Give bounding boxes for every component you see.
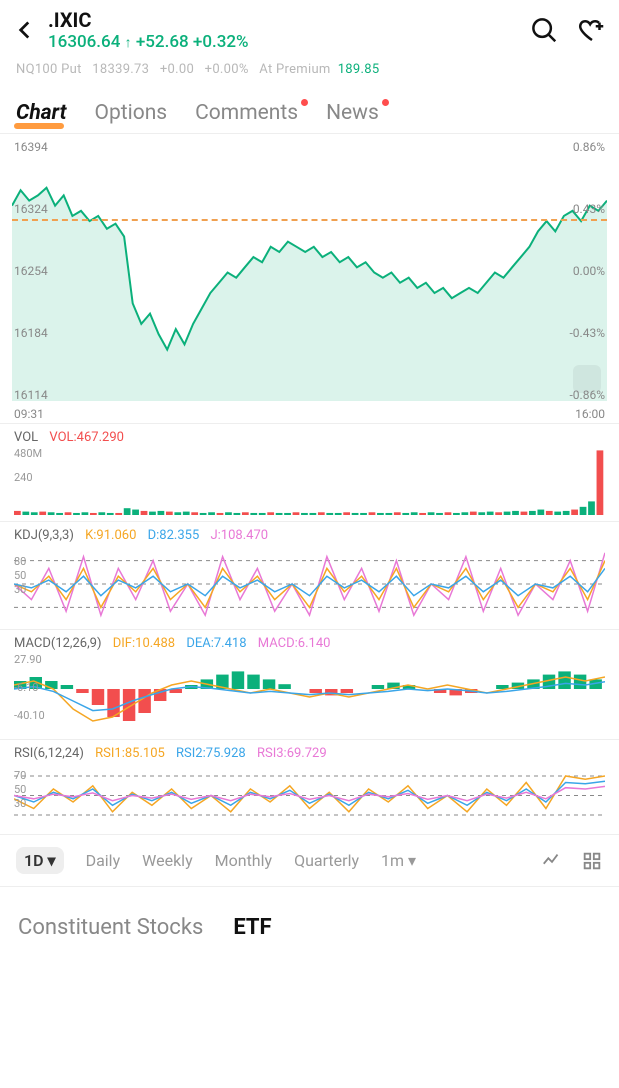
- volume-chart: 480M 240: [14, 447, 605, 515]
- rsi-3: RSI3:69.729: [257, 746, 327, 761]
- price-chart[interactable]: 16394 16324 16254 16184 16114 0.86% 0.43% 0.00%…: [0, 134, 619, 424]
- rsi-labels: RSI(6,12,24) RSI1:85.105 RSI2:75.928 RSI…: [14, 746, 605, 761]
- kdj-labels: KDJ(9,3,3) K:91.060 D:82.355 J:108.470: [14, 528, 605, 543]
- kdj-y-tick: 30: [14, 583, 26, 596]
- timeframe-bar: 1D ▾ Daily Weekly Monthly Quarterly 1m ▾: [0, 835, 619, 887]
- rsi-y-tick: 50: [14, 783, 26, 796]
- y-axis-left-label: 16324: [14, 202, 48, 216]
- x-axis-label: 09:31: [14, 407, 44, 421]
- vol-value-label: VOL:467.290: [49, 430, 124, 445]
- prev-close-line: [12, 219, 607, 221]
- tab-news-label: News: [326, 101, 379, 125]
- tf-icons: [541, 850, 603, 872]
- macd-dif: DIF:10.488: [113, 636, 175, 651]
- price-value: 16306.64: [48, 32, 120, 52]
- tf-monthly-button[interactable]: Monthly: [215, 851, 272, 870]
- y-axis-right-label: -0.86%: [569, 388, 605, 402]
- sub-chg-pct: +0.00%: [205, 62, 249, 77]
- tab-news[interactable]: News: [326, 101, 379, 125]
- chart-type-icon[interactable]: [541, 850, 563, 872]
- kdj-k: K:91.060: [85, 528, 136, 543]
- macd-label: MACD(12,26,9): [14, 636, 102, 651]
- kdj-y-tick: 50: [14, 569, 26, 582]
- tab-constituent-stocks[interactable]: Constituent Stocks: [18, 915, 203, 940]
- y-axis-left-label: 16394: [14, 140, 48, 154]
- tf-1d-button[interactable]: 1D ▾: [16, 847, 64, 874]
- rsi-1: RSI1:85.105: [95, 746, 165, 761]
- price-chart-area: [12, 144, 607, 401]
- kdj-y-tick: 80: [14, 555, 26, 568]
- y-axis-right-label: 0.43%: [573, 202, 605, 216]
- y-axis-left-label: 16254: [14, 264, 48, 278]
- sub-label: NQ100 Put: [16, 62, 82, 77]
- macd-panel[interactable]: MACD(12,26,9) DIF:10.488 DEA:7.418 MACD:…: [0, 630, 619, 740]
- ticker-symbol: .IXIC: [48, 8, 529, 32]
- ticker-block: .IXIC 16306.64 ↑ +52.68 +0.32%: [48, 8, 529, 52]
- rsi-label: RSI(6,12,24): [14, 746, 84, 761]
- tab-options[interactable]: Options: [95, 101, 168, 125]
- y-axis-left-label: 16184: [14, 326, 48, 340]
- tab-etf[interactable]: ETF: [233, 915, 271, 940]
- tab-comments[interactable]: Comments: [195, 101, 298, 125]
- kdj-d: D:82.355: [148, 528, 200, 543]
- macd-labels: MACD(12,26,9) DIF:10.488 DEA:7.418 MACD:…: [14, 636, 605, 651]
- price-line: 16306.64 ↑ +52.68 +0.32%: [48, 32, 529, 52]
- rsi-chart: 705030: [14, 763, 605, 828]
- notification-dot-icon: [382, 99, 389, 106]
- sub-chg: +0.00: [160, 62, 194, 77]
- tf-daily-button[interactable]: Daily: [86, 851, 121, 870]
- macd-y-tick: 27.90: [14, 653, 42, 666]
- grid-icon[interactable]: [581, 850, 603, 872]
- heart-add-icon[interactable]: [577, 15, 607, 45]
- back-icon[interactable]: [12, 17, 38, 43]
- sub-premium-label: At Premium: [259, 62, 330, 77]
- sub-premium-value: 189.85: [338, 62, 380, 77]
- tab-bar: Chart Options Comments News: [0, 83, 619, 134]
- price-change: +52.68: [136, 32, 189, 52]
- macd-dea: DEA:7.418: [186, 636, 246, 651]
- y-axis-right-label: 0.00%: [573, 264, 605, 278]
- tf-1m-button[interactable]: 1m ▾: [381, 851, 416, 870]
- y-axis-right-label: 0.86%: [573, 140, 605, 154]
- price-arrow: ↑: [125, 35, 132, 51]
- kdj-j: J:108.470: [210, 528, 268, 543]
- rsi-y-tick: 30: [14, 797, 26, 810]
- macd-val: MACD:6.140: [258, 636, 331, 651]
- sub-value: 18339.73: [92, 62, 149, 77]
- macd-y-tick: -40.10: [14, 709, 45, 722]
- rsi-y-tick: 70: [14, 769, 26, 782]
- tab-chart[interactable]: Chart: [16, 101, 67, 125]
- kdj-panel[interactable]: KDJ(9,3,3) K:91.060 D:82.355 J:108.470 8…: [0, 522, 619, 630]
- header-icons: [529, 15, 607, 45]
- tf-weekly-button[interactable]: Weekly: [142, 851, 193, 870]
- header: .IXIC 16306.64 ↑ +52.68 +0.32%: [0, 0, 619, 60]
- notification-dot-icon: [301, 99, 308, 106]
- volume-panel[interactable]: VOL VOL:467.290 480M 240: [0, 424, 619, 522]
- bottom-tab-bar: Constituent Stocks ETF: [0, 887, 619, 950]
- search-icon[interactable]: [529, 15, 559, 45]
- x-axis-label: 16:00: [575, 407, 605, 421]
- y-axis-right-label: -0.43%: [569, 326, 605, 340]
- vol-y-tick: 480M: [14, 447, 42, 460]
- y-axis-left-label: 16114: [14, 388, 48, 402]
- price-change-pct: +0.32%: [193, 32, 249, 52]
- rsi-2: RSI2:75.928: [176, 746, 246, 761]
- kdj-chart: 805030: [14, 545, 605, 623]
- macd-chart: 27.90 -6.10 -40.10: [14, 653, 605, 733]
- tab-comments-label: Comments: [195, 101, 298, 125]
- sub-info-bar: NQ100 Put 18339.73 +0.00 +0.00% At Premi…: [0, 60, 619, 83]
- volume-labels: VOL VOL:467.290: [14, 430, 605, 445]
- rsi-panel[interactable]: RSI(6,12,24) RSI1:85.105 RSI2:75.928 RSI…: [0, 740, 619, 835]
- vol-label: VOL: [14, 430, 38, 445]
- vol-y-tick: 240: [14, 471, 33, 484]
- kdj-label: KDJ(9,3,3): [14, 528, 74, 543]
- tf-quarterly-button[interactable]: Quarterly: [294, 851, 359, 870]
- macd-y-tick: -6.10: [14, 681, 39, 694]
